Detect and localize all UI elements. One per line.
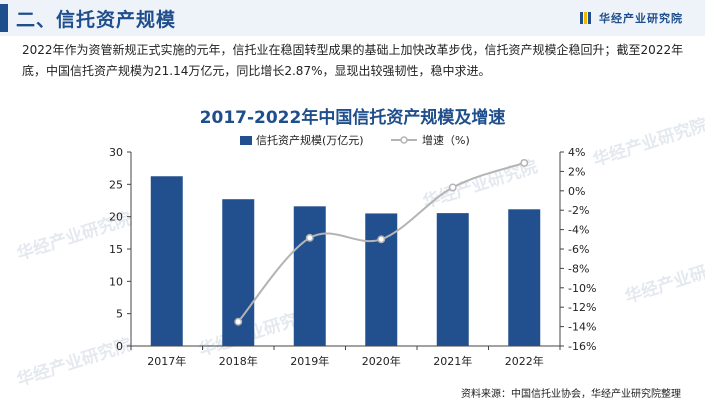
- source-note: 资料来源：中国信托业协会，华经产业研究院整理: [461, 389, 681, 400]
- bar: [150, 176, 183, 346]
- growth-point: [234, 317, 243, 326]
- y-right-tick-label: -12%: [568, 301, 596, 314]
- logo-text: 华经产业研究院: [599, 12, 683, 25]
- y-right-tick-label: -10%: [568, 282, 596, 295]
- chart-title: 2017-2022年中国信托资产规模及增速: [199, 108, 506, 128]
- y-left-tick-label: 5: [116, 308, 123, 321]
- legend-label-bar: 信托资产规模(万亿元): [256, 133, 364, 147]
- header-accent-bar: [0, 4, 8, 32]
- y-right-tick-label: 2%: [568, 165, 585, 178]
- x-tick-label: 2021年: [433, 354, 472, 368]
- y-right-tick-label: -8%: [568, 262, 589, 275]
- section-title: 二、信托资产规模: [16, 9, 177, 31]
- x-tick-label: 2019年: [290, 354, 329, 368]
- legend-label-line: 增速（%): [422, 133, 470, 147]
- growth-point: [448, 183, 457, 192]
- intro-paragraph: 2022年作为资管新规正式实施的元年，信托业在稳固转型成果的基础上加快改革步伐，…: [22, 43, 684, 78]
- y-right-tick-label: -2%: [568, 204, 589, 217]
- growth-point: [305, 233, 314, 242]
- y-left-tick-label: 20: [109, 211, 123, 224]
- bar: [508, 209, 541, 346]
- logo-icon: [579, 11, 593, 25]
- y-right-tick-label: -4%: [568, 224, 589, 237]
- y-right-tick-label: -6%: [568, 243, 589, 256]
- legend-swatch-marker: [400, 136, 408, 144]
- x-tick-label: 2018年: [219, 354, 258, 368]
- y-left-tick-label: 25: [109, 178, 123, 191]
- y-left-tick-label: 30: [109, 146, 123, 159]
- y-left-tick-label: 10: [109, 275, 123, 288]
- y-left-tick-label: 0: [116, 340, 123, 353]
- bar: [436, 213, 469, 346]
- section-header: 二、信托资产规模 华经产业研究院: [0, 0, 705, 36]
- brand-logo: 华经产业研究院: [579, 10, 683, 26]
- y-left-tick-label: 15: [109, 243, 123, 256]
- x-tick-label: 2022年: [505, 354, 544, 368]
- legend-swatch-bar: [240, 136, 252, 145]
- x-tick-label: 2017年: [147, 354, 186, 368]
- y-right-tick-label: -14%: [568, 321, 596, 334]
- growth-point: [377, 235, 386, 244]
- y-right-tick-label: -16%: [568, 340, 596, 353]
- growth-point: [520, 159, 529, 167]
- y-right-tick-label: 0%: [568, 185, 585, 198]
- y-right-tick-label: 4%: [568, 146, 585, 159]
- x-tick-label: 2020年: [362, 354, 401, 368]
- bar: [293, 206, 326, 346]
